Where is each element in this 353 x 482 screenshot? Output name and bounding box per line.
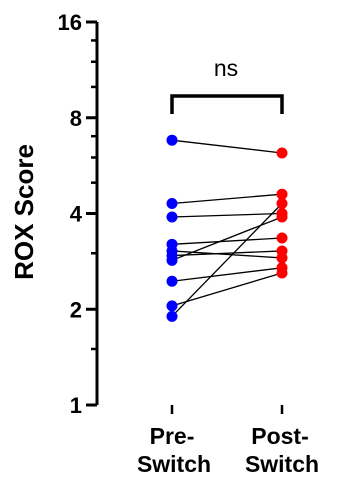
pair-line [171, 250, 283, 259]
pair-line [171, 193, 283, 205]
pre-switch-point [166, 134, 178, 146]
x-category-label-line2: Switch [245, 451, 319, 477]
y-tick-label: 1 [70, 393, 82, 418]
pair-lines [171, 139, 283, 317]
post-switch-point [276, 245, 288, 257]
pair-line [171, 216, 283, 261]
pair-line [171, 250, 283, 257]
post-switch-point [276, 198, 288, 210]
pair-line [171, 267, 283, 282]
pre-switch-point [166, 254, 178, 266]
y-tick-label: 8 [70, 106, 82, 131]
x-category-label-line1: Post- [251, 423, 309, 449]
post-switch-point [276, 147, 288, 159]
post-switch-point [276, 211, 288, 223]
pair-line [171, 212, 283, 218]
pre-switch-point [166, 275, 178, 287]
pre-switch-point [166, 198, 178, 210]
data-points [166, 134, 288, 322]
significance-bracket: ns [170, 55, 284, 114]
pair-line [171, 139, 283, 154]
x-category-label-line1: Pre- [150, 423, 195, 449]
bracket-line [170, 94, 284, 114]
y-tick-label: 16 [58, 10, 82, 35]
y-axis: 1 2 4 8 16 [58, 10, 99, 418]
y-tick-label: 4 [70, 202, 83, 227]
pre-switch-point [166, 310, 178, 322]
post-switch-point [276, 188, 288, 200]
significance-label: ns [214, 55, 238, 81]
pre-switch-point [166, 300, 178, 312]
pair-line [171, 272, 283, 307]
pre-switch-point [166, 211, 178, 223]
y-axis-title: ROX Score [9, 144, 39, 280]
post-switch-point [276, 267, 288, 279]
x-category-label-line2: Switch [137, 451, 211, 477]
pair-line [171, 237, 283, 245]
pair-line [171, 203, 283, 317]
post-switch-point [276, 232, 288, 244]
y-tick-label: 2 [70, 297, 82, 322]
